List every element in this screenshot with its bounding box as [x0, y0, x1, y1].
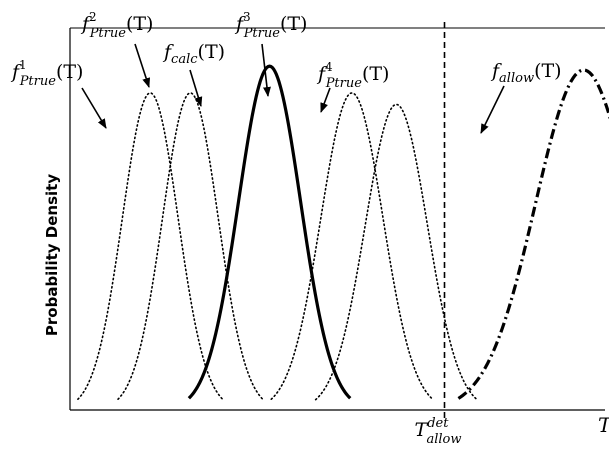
- arrow-3: [189, 69, 203, 107]
- series-label-5: f4 Ptrue(T): [316, 60, 389, 91]
- series-curve-3: [187, 64, 352, 400]
- series-label-3: fcalc(T): [162, 41, 225, 67]
- x-axis-label: T: [598, 413, 609, 437]
- annotation-labels: f1 Ptrue(T) f2 Ptrue(T) fcalc(T) f3 Ptrue(T) f4…: [10, 10, 562, 447]
- arrow-6: [480, 85, 505, 134]
- arrow-1: [81, 87, 107, 129]
- threshold-label: Tdet allow: [415, 416, 462, 447]
- arrow-4: [261, 43, 271, 97]
- series-curve-1: [77, 92, 224, 400]
- plot-frame: [69, 27, 605, 411]
- series-label-1: f1 Ptrue(T): [10, 58, 83, 89]
- series-curve-6: [457, 68, 609, 400]
- series-curve-4: [270, 92, 434, 400]
- series-curve-5: [314, 103, 478, 401]
- series-label-2: f2 Ptrue(T): [80, 10, 153, 41]
- arrow-2: [134, 43, 151, 88]
- series-label-4: f3 Ptrue(T): [234, 10, 307, 41]
- series-curve-2: [117, 92, 264, 400]
- y-axis-label: Probability Density: [43, 174, 61, 336]
- arrow-5: [320, 87, 331, 113]
- series-label-6: fallow(T): [490, 60, 562, 86]
- annotation-arrows: [81, 43, 505, 134]
- curves-group: [77, 22, 609, 422]
